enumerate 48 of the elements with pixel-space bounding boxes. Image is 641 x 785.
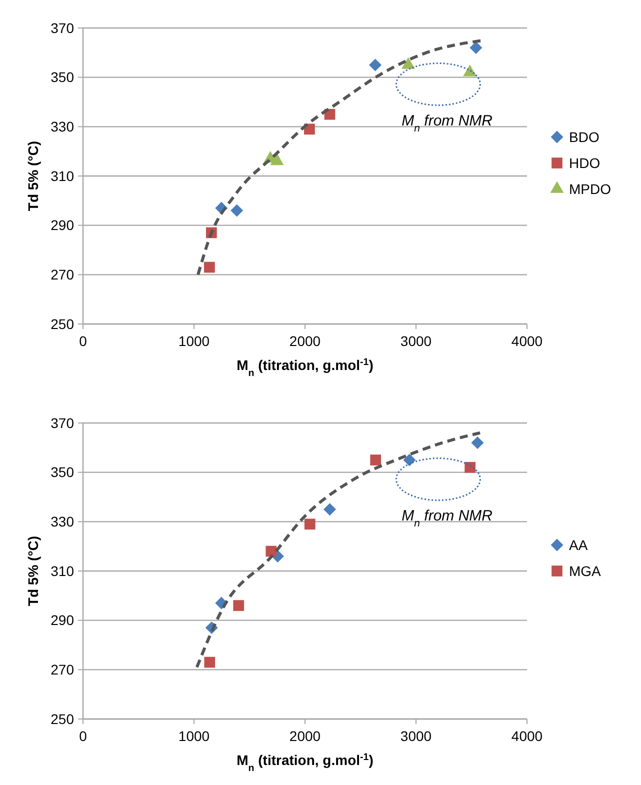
y-tick-label: 330 bbox=[50, 118, 74, 135]
legend-label: AA bbox=[569, 536, 588, 553]
x-tick-label: 2000 bbox=[289, 333, 321, 349]
point bbox=[370, 454, 382, 466]
y-tick-label: 270 bbox=[50, 266, 74, 283]
x-tick-label: 0 bbox=[79, 728, 88, 744]
legend-label: HDO bbox=[569, 154, 600, 171]
annotation: M$_{n}$ from NMR bbox=[402, 508, 493, 530]
y-tick-label: 250 bbox=[50, 316, 74, 332]
point bbox=[304, 518, 316, 530]
x-tick-label: 4000 bbox=[511, 728, 543, 744]
x-axis-title: M$_{n}$ (titration, g.mol$^{-1}$) bbox=[236, 752, 374, 774]
y-tick-label: 350 bbox=[50, 464, 74, 480]
y-tick-label: 270 bbox=[50, 662, 74, 678]
point bbox=[470, 41, 482, 54]
y-tick-label: 250 bbox=[50, 710, 74, 727]
y-tick-label: 310 bbox=[50, 168, 74, 184]
point bbox=[266, 546, 277, 557]
y-tick-label: 290 bbox=[50, 217, 74, 234]
x-tick-label: 0 bbox=[79, 333, 88, 349]
legend-label: MPDO bbox=[569, 180, 612, 197]
point bbox=[323, 503, 336, 516]
y-axis-title: Td 5% (°C) bbox=[25, 140, 41, 212]
x-axis-title: M$_{n}$ (titration, g.mol$^{-1}$) bbox=[236, 356, 374, 378]
point bbox=[464, 462, 476, 473]
x-tick-label: 4000 bbox=[511, 333, 543, 349]
x-tick-label: 1000 bbox=[178, 728, 210, 744]
point bbox=[230, 204, 244, 217]
y-tick-label: 290 bbox=[50, 612, 74, 628]
point bbox=[369, 58, 382, 72]
point bbox=[204, 262, 215, 273]
point bbox=[471, 436, 484, 449]
point bbox=[204, 656, 216, 668]
x-tick-label: 3000 bbox=[400, 728, 432, 744]
annotation: M$_{n}$ from NMR bbox=[402, 112, 493, 135]
legend-label: BDO bbox=[569, 128, 600, 145]
y-axis-title: Td 5% (°C) bbox=[25, 536, 41, 606]
y-tick-label: 330 bbox=[50, 514, 74, 530]
point bbox=[403, 454, 416, 466]
y-tick-label: 310 bbox=[50, 562, 74, 579]
x-tick-label: 2000 bbox=[289, 728, 321, 744]
x-tick-label: 1000 bbox=[178, 333, 210, 349]
y-tick-label: 370 bbox=[50, 414, 74, 431]
x-tick-label: 3000 bbox=[400, 333, 432, 349]
legend-label: MGA bbox=[569, 562, 602, 579]
y-tick-label: 350 bbox=[50, 69, 74, 86]
y-tick-label: 370 bbox=[50, 20, 74, 36]
point bbox=[233, 600, 244, 611]
